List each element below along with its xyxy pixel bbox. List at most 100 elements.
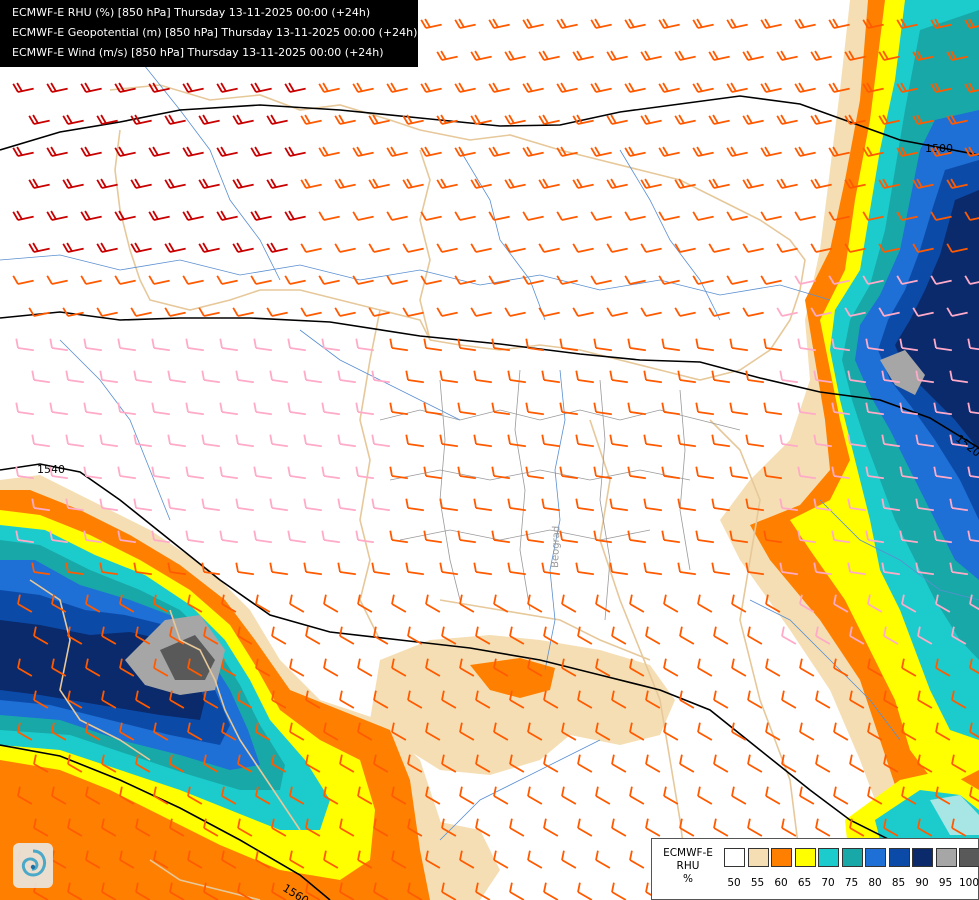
legend-swatch [888,848,910,867]
wind-barb [271,690,287,709]
wind-barb [255,786,271,805]
wind-barb [810,307,832,317]
wind-barb [590,18,612,29]
wind-barb [679,818,695,837]
wind-barb [781,818,797,837]
legend-tick-label: 95 [938,877,953,889]
wind-barb [357,850,373,869]
wind-barb [640,178,662,189]
wind-barb [300,114,322,125]
wind-barb [318,82,340,93]
legend-tick-label: 55 [750,877,765,889]
wind-barb [674,307,696,317]
wind-barb [475,690,491,709]
wind-barb [391,850,407,869]
wind-barb [810,114,832,125]
wind-barb [522,275,544,285]
country-borders [29,84,811,900]
wind-barb [627,402,646,416]
wind-barb [454,82,476,93]
wind-barb [46,146,68,157]
wind-barb [677,434,696,448]
wind-barb [896,146,918,157]
wind-barb [509,754,525,773]
wind-barb [216,146,238,157]
wind-barb [813,370,832,384]
wind-barb [101,882,117,900]
wind-barb [164,307,186,317]
wind-barb [844,114,866,125]
wind-barb [865,530,884,544]
wind-barb [729,402,748,416]
wind-barb [915,562,934,576]
wind-barb [509,882,525,900]
wind-barb [572,114,594,125]
wind-barb [697,786,713,805]
wind-barb [493,786,509,805]
wind-barb [915,498,934,512]
wind-barb [527,658,543,677]
wind-barb [677,370,696,384]
wind-barb [917,754,933,773]
wind-barb [62,178,84,189]
wind-barb [779,562,798,576]
wind-barb [318,146,340,157]
wind-barb [896,275,918,285]
wind-barb [303,562,322,576]
wind-barb [915,370,934,384]
wind-barb [457,530,476,544]
wind-barb [31,434,50,448]
title-wind: ECMWF-E Wind (m/s) [850 hPa] Thursday 13… [12,46,384,59]
wind-barb [967,338,979,352]
wind-barb [946,243,968,253]
wind-barb [711,498,730,512]
wind-barb [198,178,220,189]
wind-barb [423,466,442,480]
wind-barb [284,210,306,221]
wind-barbs [12,18,979,900]
wind-barb [216,210,238,221]
legend-swatch [724,848,745,867]
wind-barb [203,690,219,709]
wind-barb [323,594,339,613]
wind-barb [964,211,979,221]
wind-barb [436,178,458,189]
wind-barb [83,402,102,416]
wind-barb [930,146,952,157]
wind-barb [776,243,798,253]
wind-barb [101,626,117,645]
wind-barb [813,562,832,576]
administrative-boundaries [379,369,741,621]
wind-barb [747,690,763,709]
wind-barb [883,690,899,709]
wind-barb [318,275,340,285]
wind-barb [439,562,458,576]
wind-barb [509,690,525,709]
wind-barb [692,18,714,29]
wind-barb [661,466,680,480]
wind-barb [711,370,730,384]
wind-barb [504,178,526,189]
wind-barb [389,530,408,544]
wind-barb [883,754,899,773]
wind-barb [269,562,288,576]
wind-barb [164,178,186,189]
wind-barb [815,754,831,773]
wind-barb [883,818,899,837]
wind-barb [606,114,628,125]
wind-barb [556,211,578,221]
wind-barb [765,594,781,613]
wind-barb [867,658,883,677]
wind-barb [114,210,136,221]
wind-barb [745,434,764,448]
wind-barb [373,690,389,709]
wind-barb [46,82,68,93]
wind-barb [117,402,136,416]
wind-barb [726,211,748,221]
wind-barb [491,466,510,480]
wind-barb [833,786,849,805]
wind-barb [391,658,407,677]
wind-barb [831,402,850,416]
wind-barb [300,178,322,189]
wind-barb [454,146,476,157]
